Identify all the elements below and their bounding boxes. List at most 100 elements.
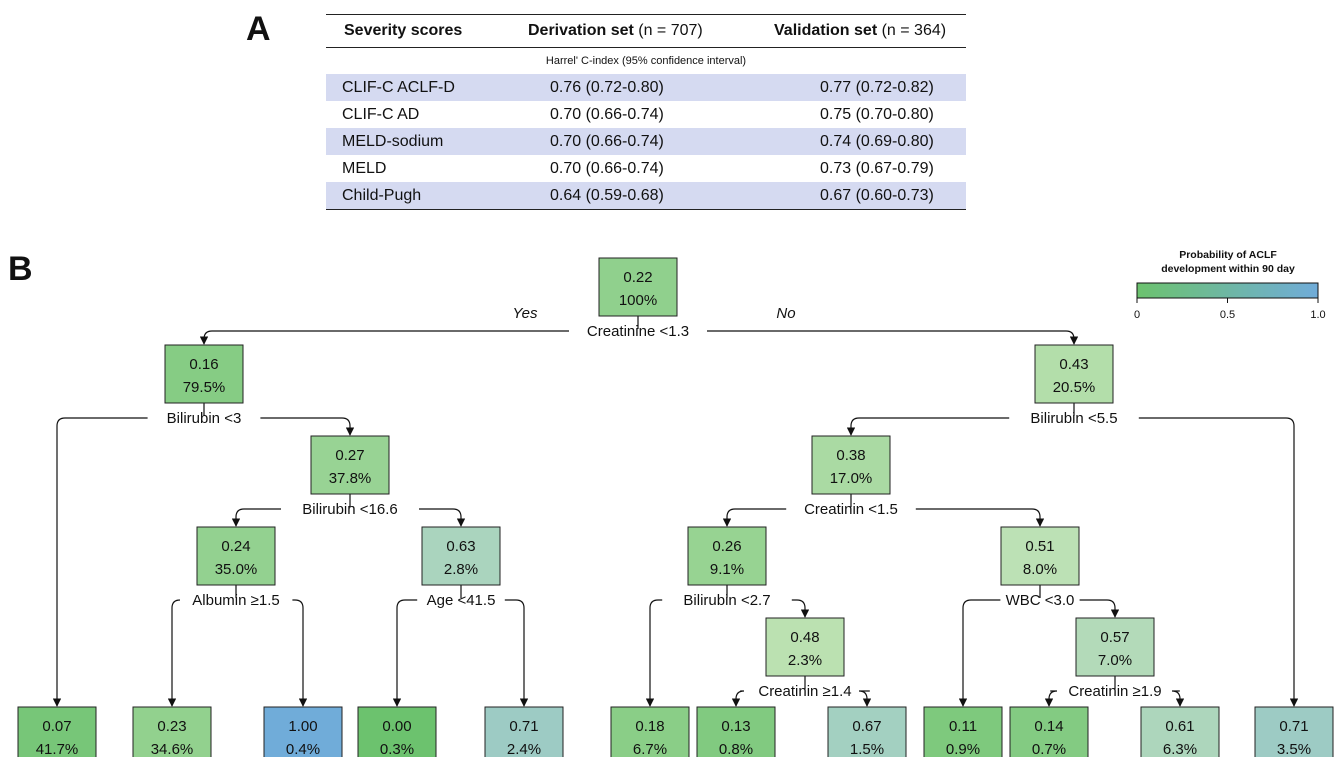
node-percentage: 2.4%	[507, 741, 541, 757]
branch-connector-right	[1079, 599, 1120, 618]
node-box	[696, 706, 776, 757]
branch-connector-left	[722, 508, 787, 527]
table-row: Child-Pugh 0.64 (0.59-0.68) 0.67 (0.60-0…	[326, 182, 966, 210]
branch-connector-right	[915, 508, 1045, 527]
split-rule: Creatinine <1.3	[587, 323, 689, 340]
node-percentage: 41.7%	[36, 741, 79, 757]
node-probability: 0.11	[949, 718, 977, 735]
node-box	[827, 706, 907, 757]
node-probability: 0.43	[1059, 356, 1088, 373]
split-rule: Creatinin <1.5	[804, 501, 898, 518]
branch-connector-left	[1044, 690, 1058, 707]
header-derivation-set: Derivation set (n = 707)	[510, 15, 768, 48]
tree-node: 0.26 9.1%	[687, 526, 767, 586]
node-box	[132, 706, 212, 757]
node-percentage: 7.0%	[1098, 652, 1132, 669]
node-box	[421, 526, 501, 586]
node-percentage: 20.5%	[1053, 379, 1096, 396]
node-percentage: 6.3%	[1163, 741, 1197, 757]
header-severity-scores: Severity scores	[344, 22, 463, 39]
node-probability: 0.23	[157, 718, 186, 735]
branch-connector-left	[731, 690, 745, 707]
tree-node: 0.24 35.0%	[196, 526, 276, 586]
node-box	[923, 706, 1003, 757]
node-box	[484, 706, 564, 757]
branch-connector-right	[1171, 690, 1185, 707]
tree-node: 0.38 17.0%	[811, 435, 891, 495]
branch-connector-right	[260, 417, 355, 436]
tree-node: 0.61 6.3%	[1140, 706, 1220, 757]
table-row: CLIF-C AD 0.70 (0.66-0.74) 0.75 (0.70-0.…	[326, 101, 966, 128]
derivation-value: 0.70 (0.66-0.74)	[550, 105, 664, 123]
tree-nodes: 0.22 100% 0.16 79.5% 0.43 20.5% 0.27 37.8% 0.24 3…	[17, 257, 1334, 757]
tree-node: 0.67 1.5%	[827, 706, 907, 757]
tree-node: 0.23 34.6%	[132, 706, 212, 757]
node-percentage: 2.8%	[444, 561, 478, 578]
split-rule: Bilirubin <3	[167, 410, 242, 427]
node-percentage: 9.1%	[710, 561, 744, 578]
branch-connector-right	[707, 330, 1079, 345]
header-validation-bold: Validation set	[774, 22, 878, 39]
branch-connector-right	[504, 599, 529, 707]
tree-node: 0.48 2.3%	[765, 617, 845, 677]
tree-node: 1.00 0.4%	[263, 706, 343, 757]
table-subheader-row: Harrel' C-index (95% confidence interval…	[326, 48, 966, 75]
node-probability: 0.18	[635, 718, 664, 735]
node-probability: 0.51	[1025, 538, 1054, 555]
legend-tick-label: 0.5	[1220, 309, 1235, 321]
node-box	[598, 257, 678, 317]
branch-connector-left	[846, 417, 1010, 436]
tree-node: 0.71 2.4%	[484, 706, 564, 757]
yes-branch-label: Yes	[512, 305, 538, 322]
branch-connector-right	[858, 690, 872, 707]
node-percentage: 79.5%	[183, 379, 226, 396]
legend-title-line2: development within 90 day	[1161, 263, 1295, 275]
branch-connector-right	[1138, 417, 1299, 707]
node-probability: 0.38	[836, 447, 865, 464]
panel-a-label: A	[246, 10, 271, 48]
tree-node: 0.22 100%	[598, 257, 678, 317]
split-rule: Creatinin ≥1.4	[758, 683, 851, 700]
split-rule: Bilirubin <2.7	[683, 592, 770, 609]
tree-node: 0.63 2.8%	[421, 526, 501, 586]
header-validation-n: (n = 364)	[877, 22, 947, 39]
node-box	[263, 706, 343, 757]
node-box	[357, 706, 437, 757]
node-percentage: 0.3%	[380, 741, 414, 757]
node-probability: 0.13	[721, 718, 750, 735]
tree-node: 0.00 0.3%	[357, 706, 437, 757]
node-probability: 0.71	[509, 718, 538, 735]
header-derivation-n: (n = 707)	[633, 22, 703, 39]
branch-connector-left	[231, 508, 281, 527]
node-probability: 0.07	[42, 718, 71, 735]
table-header-row: Severity scores Derivation set (n = 707)…	[326, 14, 966, 48]
node-percentage: 0.9%	[946, 741, 980, 757]
node-probability: 0.14	[1034, 718, 1063, 735]
branch-connector-right	[419, 508, 466, 527]
validation-value: 0.75 (0.70-0.80)	[820, 105, 934, 123]
split-rule: WBC <3.0	[1006, 592, 1075, 609]
node-percentage: 34.6%	[151, 741, 194, 757]
branch-connector-right	[791, 599, 810, 618]
c-index-table: Severity scores Derivation set (n = 707)…	[326, 14, 966, 210]
node-box	[310, 435, 390, 495]
node-probability: 0.26	[712, 538, 741, 555]
score-name: CLIF-C ACLF-D	[326, 74, 510, 101]
node-box	[610, 706, 690, 757]
score-name: MELD	[342, 159, 387, 177]
panel-b-label: B	[8, 250, 33, 288]
node-probability: 0.61	[1165, 718, 1194, 735]
node-probability: 0.57	[1100, 629, 1129, 646]
split-rule: Albumin ≥1.5	[192, 592, 279, 609]
node-percentage: 1.5%	[850, 741, 884, 757]
split-rule: Age <41.5	[427, 592, 496, 609]
node-probability: 0.16	[189, 356, 218, 373]
probability-legend: Probability of ACLF development within 9…	[1134, 249, 1326, 321]
node-box	[1254, 706, 1334, 757]
table-row: MELD 0.70 (0.66-0.74) 0.73 (0.67-0.79)	[326, 155, 966, 182]
node-percentage: 0.7%	[1032, 741, 1066, 757]
node-probability: 0.22	[623, 269, 652, 286]
node-box	[811, 435, 891, 495]
node-probability: 0.27	[335, 447, 364, 464]
legend-color-bar	[1136, 282, 1319, 299]
